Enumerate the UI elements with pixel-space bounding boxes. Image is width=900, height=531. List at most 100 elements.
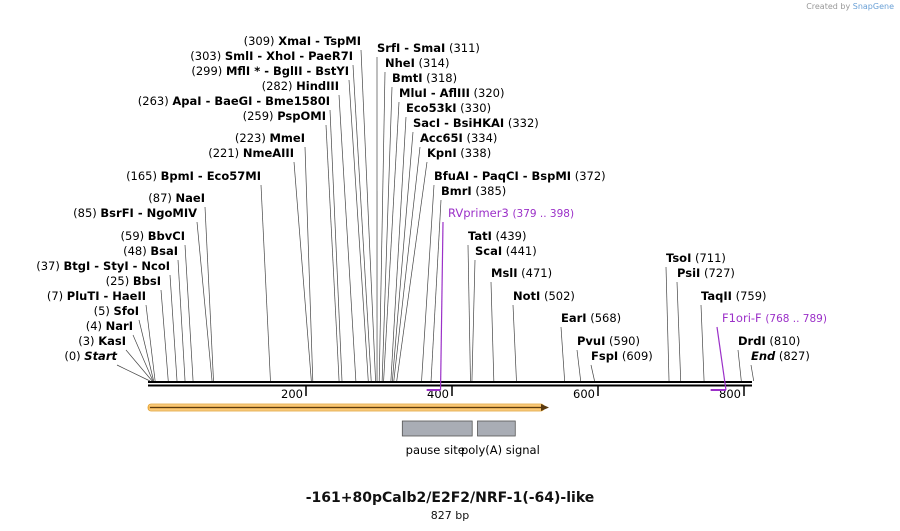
ruler-label-600: 600 [573,387,595,401]
site-label-drdi[interactable]: DrdI (810) [738,334,800,348]
site-line-msli [490,281,495,382]
site-label-nari[interactable]: (4) NarI [86,319,133,333]
site-label-scai[interactable]: ScaI (441) [475,244,537,258]
site-line-apai [329,109,343,382]
site-line-fspi [590,364,595,382]
site-line-nari [132,334,154,382]
primer-label-0: RVprimer3 (379 .. 398) [448,206,574,220]
site-label-bmri[interactable]: BmrI (385) [441,184,506,198]
direction-arrow [147,403,549,412]
site-label-psp[interactable]: (259) PspOMI [243,109,326,123]
site-label-tati[interactable]: TatI (439) [468,229,527,243]
feature-label-1: poly(A) signal [461,443,540,457]
site-label-nmeaiii[interactable]: (221) NmeAIII [208,146,294,160]
site-label-nhei[interactable]: NheI (314) [385,56,449,70]
site-line-bbsi [160,289,169,382]
site-label-mfli[interactable]: (299) MflI * - BglII - BstYI [191,64,349,78]
site-line-btgi [169,274,178,382]
site-line-pluti [145,304,156,382]
backbone-bottom-strand [148,384,752,387]
site-line-bsrfi [196,221,213,382]
site-label-noti[interactable]: NotI (502) [513,289,575,303]
site-line-xmai [360,49,376,382]
primer-0[interactable]: RVprimer3 (379 .. 398) [426,206,574,391]
site-label-bpmi[interactable]: (165) BpmI - Eco57MI [126,169,261,183]
site-line-nmeaiii [293,161,312,382]
site-label-start[interactable]: (0) Start [64,349,117,363]
site-label-srfi[interactable]: SrfI - SmaI (311) [377,41,480,55]
site-label-end[interactable]: End (827) [751,349,810,363]
site-line-smli [352,64,372,382]
site-line-psp [325,124,340,382]
site-line-bbvci [184,244,194,382]
site-label-kpni[interactable]: KpnI (338) [427,146,491,160]
site-label-tsoi[interactable]: TsoI (711) [666,251,726,265]
site-label-fspi[interactable]: FspI (609) [591,349,653,363]
site-line-scai [471,259,476,382]
site-line-sfoi [138,319,154,382]
site-label-btgi[interactable]: (37) BtgI - StyI - NcoI [36,259,170,273]
site-label-taqii[interactable]: TaqII (759) [701,289,767,303]
sequence-length: 827 bp [430,509,470,522]
site-label-bbsi[interactable]: (25) BbsI [106,274,161,288]
site-label-eari[interactable]: EarI (568) [561,311,621,325]
site-label-hind[interactable]: (282) HindIII [262,79,339,93]
primer-1[interactable]: F1ori-F (768 .. 789) [710,311,827,391]
site-line-saci [392,131,414,382]
site-line-naei [204,206,214,382]
ruler: 200 400 600 800 [281,386,745,401]
site-line-tsoi [665,266,670,382]
credit-prefix: Created by [806,2,851,11]
feature-box-0[interactable] [401,420,473,437]
site-line-nhei [378,71,386,382]
site-line-tati [467,244,471,382]
site-label-eco53[interactable]: Eco53kI (330) [406,101,491,115]
site-line-eco53 [390,116,407,382]
site-label-psii[interactable]: PsiI (727) [677,266,735,280]
snapgene-credit: Created by SnapGene [806,2,894,11]
site-line-psii [676,281,682,382]
backbone-top-strand [148,381,752,383]
site-label-bsai[interactable]: (48) BsaI [123,244,178,258]
site-label-sfoi[interactable]: (5) SfoI [94,304,139,318]
primer-label-1: F1ori-F (768 .. 789) [722,311,827,325]
primers: RVprimer3 (379 .. 398) F1ori-F (768 .. 78… [426,206,827,391]
site-label-bbvci[interactable]: (59) BbvCI [121,229,185,243]
site-label-bsrfi[interactable]: (85) BsrFI - NgoMIV [73,206,197,220]
site-label-acc65[interactable]: Acc65I (334) [420,131,497,145]
site-label-kasi[interactable]: (3) KasI [78,334,126,348]
site-label-mlui[interactable]: MluI - AflIII (320) [399,86,505,100]
site-label-mmei[interactable]: (223) MmeI [235,131,305,145]
site-line-eari [560,326,565,382]
site-line-bfuai [421,184,435,382]
site-line-noti [512,304,517,382]
site-line-end [750,364,755,382]
site-line-acc65 [393,146,421,382]
site-line-bpmi [260,184,271,382]
site-label-pvui[interactable]: PvuI (590) [577,334,640,348]
map-title: -161+80pCalb2/E2F2/NRF-1(-64)-like [305,490,595,506]
site-label-apai[interactable]: (263) ApaI - BaeGI - Bme1580I [138,94,330,108]
site-label-naei[interactable]: (87) NaeI [148,191,205,205]
ruler-label-200: 200 [281,387,303,401]
feature-box-1[interactable] [477,420,516,437]
site-line-mfli [348,79,369,382]
site-label-smli[interactable]: (303) SmlI - XhoI - PaeR7I [190,49,353,63]
site-line-mmei [304,146,314,382]
site-line-drdi [737,349,742,382]
site-label-pluti[interactable]: (7) PluTI - HaeII [47,289,146,303]
site-line-pvui [576,349,582,382]
site-line-start [116,364,151,382]
site-label-xmai[interactable]: (309) XmaI - TspMI [244,34,361,48]
site-label-bfuai[interactable]: BfuAI - PaqCI - BspMI (372) [434,169,606,183]
site-line-mlui [383,101,400,382]
site-label-msli[interactable]: MslI (471) [491,266,552,280]
site-label-saci[interactable]: SacI - BsiHKAI (332) [413,116,539,130]
site-line-taqii [700,304,705,382]
site-labels: (0) Start(3) KasI(4) NarI(5) SfoI(7) Plu… [36,34,810,363]
site-label-bmti[interactable]: BmtI (318) [392,71,457,85]
site-line-bmri [430,199,442,382]
site-line-hind [338,94,357,382]
